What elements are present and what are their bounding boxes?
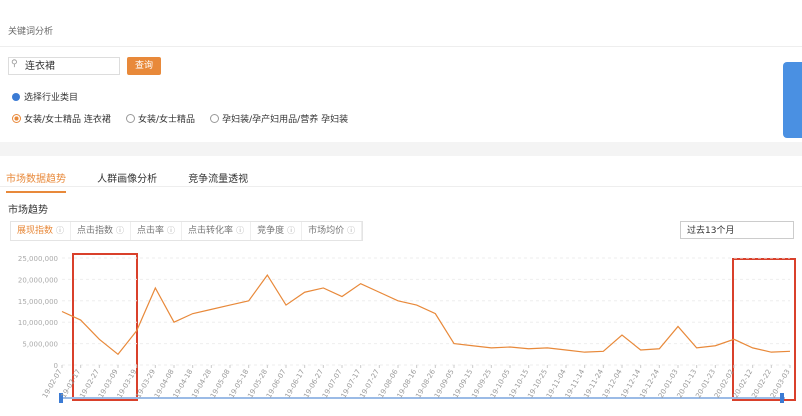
category-label: 选择行业类目 bbox=[24, 93, 79, 103]
radio-label: 孕妇装/孕产妇用品/营养 孕妇装 bbox=[222, 115, 349, 125]
metric-tab[interactable]: 市场均价 bbox=[302, 222, 363, 240]
y-tick-label: 5,000,000 bbox=[22, 341, 58, 349]
search-icon: ⚲ bbox=[11, 59, 18, 69]
scroll-handle[interactable] bbox=[59, 393, 63, 403]
divider bbox=[0, 46, 802, 47]
info-icon bbox=[12, 92, 20, 101]
main-panel: 市场数据趋势 人群画像分析 竞争流量透视 市场趋势 bbox=[0, 156, 802, 416]
top-panel: 关键词分析 连衣裙 ⚲ 查询 选择行业类目 女装/女士精品 连衣裙 女装/女士精… bbox=[0, 0, 802, 142]
tab[interactable]: 人群画像分析 bbox=[97, 174, 158, 185]
side-widget[interactable] bbox=[783, 62, 802, 138]
tab[interactable]: 竞争流量透视 bbox=[188, 174, 249, 185]
y-tick-label: 25,000,000 bbox=[18, 255, 58, 263]
radio-option[interactable]: 女装/女士精品 连衣裙 bbox=[12, 112, 111, 125]
category-label-row: 选择行业类目 bbox=[12, 90, 78, 103]
search-button[interactable]: 查询 bbox=[127, 57, 161, 75]
radio-option[interactable]: 女装/女士精品 bbox=[126, 112, 195, 125]
radio-option[interactable]: 孕妇装/孕产妇用品/营养 孕妇装 bbox=[210, 112, 348, 125]
tab-bar: 市场数据趋势 人群画像分析 竞争流量透视 bbox=[6, 167, 274, 193]
search-input[interactable]: 连衣裙 bbox=[8, 57, 120, 75]
section-title: 市场趋势 bbox=[8, 205, 48, 216]
y-tick-label: 20,000,000 bbox=[18, 276, 58, 284]
radio-group: 女装/女士精品 连衣裙 女装/女士精品 孕妇装/孕产妇用品/营养 孕妇装 bbox=[12, 108, 358, 127]
metric-tabs: 展现指数 点击指数 点击率 点击转化率 竞争度 市场均价 bbox=[10, 221, 364, 241]
highlight-box bbox=[72, 253, 138, 401]
scroll-handle[interactable] bbox=[780, 393, 784, 403]
y-tick-label: 15,000,000 bbox=[18, 298, 58, 306]
y-tick-label: 0 bbox=[54, 362, 58, 370]
highlight-box bbox=[732, 258, 796, 401]
radio-label: 女装/女士精品 连衣裙 bbox=[24, 115, 111, 125]
page-title: 关键词分析 bbox=[8, 27, 54, 37]
tab[interactable]: 市场数据趋势 bbox=[6, 170, 66, 193]
trend-line bbox=[61, 274, 791, 356]
y-tick-label: 10,000,000 bbox=[18, 319, 58, 327]
divider bbox=[0, 186, 802, 187]
period-select[interactable]: 过去13个月 bbox=[680, 221, 794, 239]
radio-label: 女装/女士精品 bbox=[138, 115, 196, 125]
